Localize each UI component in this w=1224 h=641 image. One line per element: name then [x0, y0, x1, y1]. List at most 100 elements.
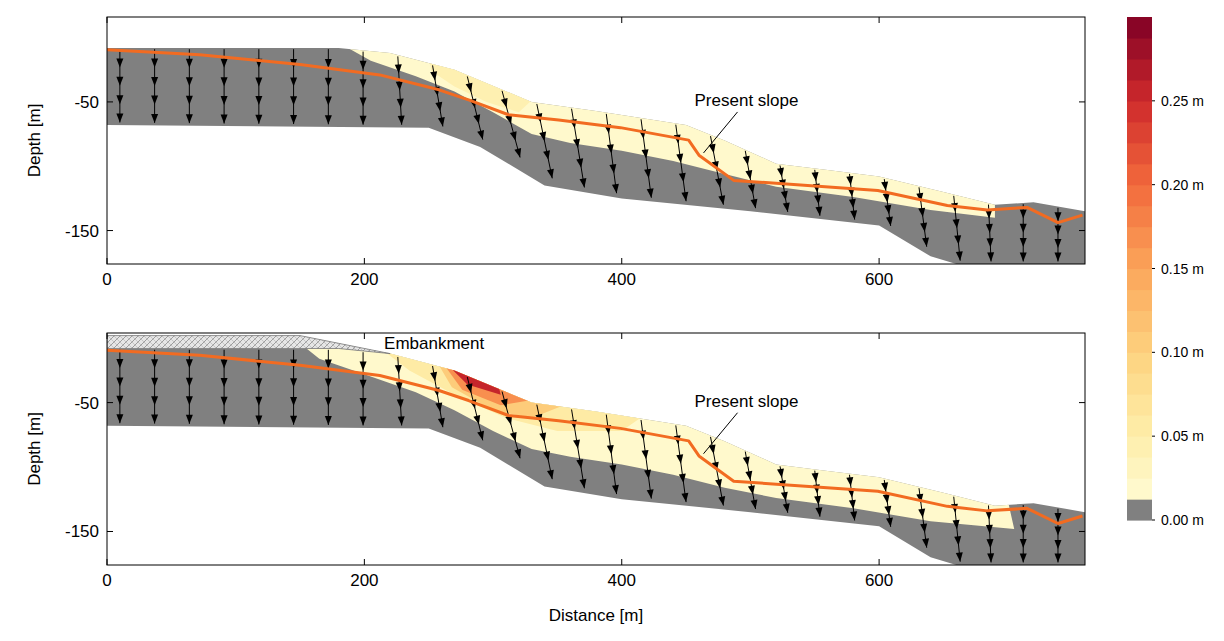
- displacement-arrow: [395, 56, 405, 124]
- y-tick-label: -50: [74, 93, 99, 112]
- arrow-head: [477, 431, 484, 441]
- arrow-head: [430, 71, 437, 80]
- arrow-head: [325, 115, 332, 124]
- colorbar-band: [1127, 17, 1152, 39]
- arrow-head: [883, 193, 890, 202]
- displacement-arrow: [466, 76, 484, 139]
- x-tick-label: 200: [350, 571, 378, 590]
- displacement-arrow: [709, 437, 726, 506]
- colorbar-tick-label: 0.25 m: [1161, 93, 1204, 109]
- arrow-head: [186, 359, 193, 368]
- displacement-arrow: [1054, 208, 1061, 262]
- arrow-head: [435, 402, 442, 411]
- x-tick: [364, 17, 365, 23]
- arrow-head: [290, 96, 297, 105]
- arrow-head: [186, 396, 193, 405]
- colorbar-tick-label: 0.15 m: [1161, 261, 1204, 277]
- arrow-head: [186, 114, 193, 123]
- arrow-head: [1020, 209, 1027, 218]
- arrow-head: [255, 378, 262, 387]
- displacement-zone: [339, 43, 995, 218]
- arrow-head: [881, 482, 888, 491]
- arrow-head: [360, 380, 367, 389]
- arrow-head: [612, 184, 619, 193]
- annotation-label: Present slope: [695, 91, 799, 110]
- arrow-head: [987, 539, 994, 548]
- arrow-head: [116, 377, 123, 386]
- arrow-head: [430, 372, 437, 381]
- arrow-head: [473, 415, 480, 425]
- x-axis-title: Distance [m]: [549, 606, 643, 625]
- arrow-head: [151, 415, 158, 424]
- x-tick: [621, 258, 622, 264]
- arrow-head: [221, 378, 228, 387]
- colorbar-tick-label: 0.20 m: [1161, 177, 1204, 193]
- arrow-head: [718, 195, 725, 204]
- colorbar-band: [1127, 38, 1152, 60]
- arrow-head: [954, 536, 961, 545]
- arrow-head: [547, 169, 554, 179]
- y-tick: [107, 402, 113, 403]
- arrow-head: [679, 173, 686, 182]
- y-axis-title: Depth [m]: [25, 104, 44, 178]
- displacement-arrow: [430, 65, 445, 126]
- arrow-head: [1054, 553, 1061, 562]
- arrow-head: [325, 78, 332, 87]
- arrow-head: [609, 465, 616, 474]
- displacement-arrow: [535, 405, 553, 479]
- colorbar-band: [1127, 373, 1152, 395]
- displacement-arrow: [743, 151, 758, 208]
- colorbar-band: [1127, 415, 1152, 437]
- arrow-head: [751, 500, 758, 509]
- x-tick: [364, 559, 365, 565]
- arrow-head: [986, 525, 993, 534]
- annotation-leader: [704, 413, 738, 454]
- displacement-arrow: [1020, 204, 1027, 261]
- annotation-leader: [704, 112, 738, 153]
- arrow-head: [1020, 553, 1027, 562]
- x-tick: [879, 17, 880, 23]
- arrow-head: [814, 195, 821, 204]
- arrow-head: [398, 116, 405, 125]
- arrow-head: [186, 96, 193, 105]
- arrow-head: [221, 359, 228, 368]
- displacement-arrow: [777, 165, 790, 211]
- arrow-head: [987, 238, 994, 247]
- arrow-head: [510, 432, 517, 442]
- arrow-head: [679, 474, 686, 483]
- displacement-arrow: [743, 452, 758, 509]
- model-domain: [107, 48, 1085, 264]
- x-tick: [107, 559, 108, 565]
- colorbar-band: [1127, 331, 1152, 353]
- arrow-head: [221, 77, 228, 86]
- arrow-head: [396, 81, 403, 90]
- arrow-head: [920, 523, 927, 532]
- x-tick-label: 600: [865, 270, 893, 289]
- arrow-head: [151, 359, 158, 368]
- displacement-arrow: [846, 174, 857, 220]
- arrow-head: [501, 399, 508, 409]
- arrow-head: [647, 188, 654, 197]
- displacement-arrow: [709, 136, 726, 205]
- arrow-head: [186, 378, 193, 387]
- present-slope-line: [107, 350, 1082, 523]
- x-tick-label: 0: [102, 270, 111, 289]
- y-tick: [1079, 402, 1085, 403]
- colorbar-band: [1127, 457, 1152, 479]
- arrow-head: [850, 511, 857, 520]
- colorbar-tick: [1152, 520, 1155, 521]
- colorbar-tick-label: 0.05 m: [1161, 428, 1204, 444]
- arrow-head: [883, 494, 890, 503]
- arrow-head: [466, 83, 473, 93]
- displacement-arrow: [1020, 505, 1027, 562]
- plot-frame: [107, 333, 1085, 565]
- colorbar-band: [1127, 80, 1152, 102]
- arrow-head: [956, 552, 963, 561]
- arrow-head: [781, 492, 788, 501]
- x-tick: [364, 333, 365, 339]
- colorbar-tick: [1152, 184, 1155, 185]
- displacement-arrow: [1054, 509, 1061, 563]
- arrow-head: [543, 451, 550, 461]
- arrow-head: [850, 210, 857, 219]
- arrow-head: [886, 517, 893, 526]
